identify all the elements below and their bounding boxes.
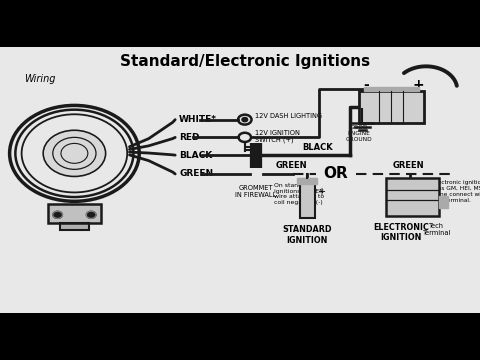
Text: ELECTRONIC
IGNITION: ELECTRONIC IGNITION [373, 222, 429, 242]
Text: On electronic ignitions
such as GM, HEI, MSD
or Crane connect wire
to tech termi: On electronic ignitions such as GM, HEI,… [422, 180, 480, 203]
Text: BLACK: BLACK [179, 150, 212, 159]
Text: Tech
Terminal: Tech Terminal [422, 222, 451, 236]
Circle shape [242, 117, 248, 122]
Text: RED: RED [179, 133, 200, 142]
Circle shape [86, 211, 96, 219]
Text: On standard
ignitions GREEN
wire attaches to
coil negative (-): On standard ignitions GREEN wire attache… [274, 183, 324, 205]
Bar [386, 178, 439, 216]
Bar [48, 204, 101, 222]
Bar [364, 87, 419, 91]
Text: +: + [412, 78, 424, 92]
Text: WHITE*: WHITE* [179, 115, 217, 124]
Text: GOOD
ENGINE
GROUND: GOOD ENGINE GROUND [345, 125, 372, 141]
Bar [386, 178, 439, 216]
Text: 12V BATTERY: 12V BATTERY [363, 104, 420, 113]
Text: GREEN: GREEN [179, 170, 213, 179]
Bar [300, 179, 315, 219]
Bar [359, 91, 424, 123]
Bar [300, 179, 315, 219]
Text: GREEN: GREEN [392, 161, 424, 170]
Text: STANDARD
IGNITION: STANDARD IGNITION [282, 225, 332, 245]
Text: 12V DASH LIGHTING: 12V DASH LIGHTING [255, 113, 323, 118]
Text: Standard/Electronic Ignitions: Standard/Electronic Ignitions [120, 54, 370, 68]
Bar [297, 178, 317, 184]
Text: +: + [317, 187, 325, 197]
Bar [439, 196, 448, 208]
Text: -: - [363, 78, 369, 92]
Text: BLACK: BLACK [302, 143, 333, 152]
Bar [60, 222, 89, 230]
Circle shape [45, 131, 104, 175]
Text: OR: OR [324, 166, 348, 181]
Text: COIL: COIL [300, 200, 314, 205]
Circle shape [53, 211, 62, 219]
Text: GREEN: GREEN [276, 161, 308, 170]
Text: Wiring: Wiring [24, 74, 56, 84]
Text: GROMMET
IN FIREWALL: GROMMET IN FIREWALL [235, 185, 276, 198]
Bar [48, 204, 101, 222]
Text: 12V IGNITION
SWITCH (+): 12V IGNITION SWITCH (+) [255, 130, 300, 143]
Bar [359, 91, 424, 123]
Bar [60, 222, 89, 230]
